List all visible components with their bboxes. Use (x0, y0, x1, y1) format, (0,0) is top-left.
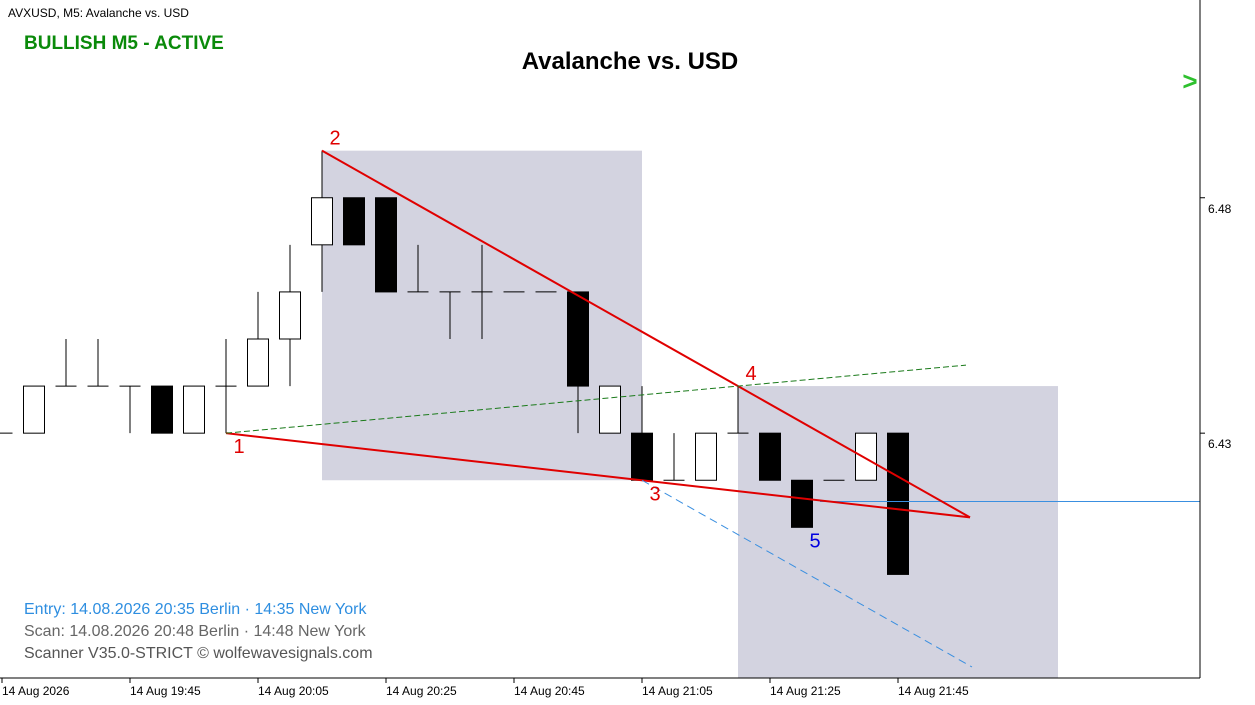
x-tick-label: 14 Aug 21:45 (898, 684, 969, 698)
x-tick-label: 14 Aug 21:25 (770, 684, 841, 698)
candle-body (279, 291, 301, 340)
candle-body (375, 197, 397, 293)
scanner-info: Scanner V35.0-STRICT © wolfewavesignals.… (24, 645, 373, 662)
status-label: BULLISH M5 - ACTIVE (24, 33, 224, 54)
y-tick-label: 6.48 (1208, 202, 1232, 216)
symbol-header: AVXUSD, M5: Avalanche vs. USD (8, 6, 189, 20)
wolfe-point-label: 2 (329, 128, 340, 150)
x-tick-label: 14 Aug 20:05 (258, 684, 329, 698)
candle-body (311, 197, 333, 246)
candle-body (791, 479, 813, 528)
wolfe-line-1-4 (225, 364, 967, 434)
candle-body (887, 432, 909, 575)
candle-body (151, 385, 173, 434)
signal-arrow: > (1182, 66, 1197, 96)
candle-body (759, 432, 781, 481)
candle-body (567, 291, 589, 387)
chart-title: Avalanche vs. USD (522, 48, 739, 75)
x-tick-label: 14 Aug 19:45 (130, 684, 201, 698)
y-tick-label: 6.43 (1208, 437, 1232, 451)
candle-body (247, 338, 269, 387)
candle-body (599, 385, 621, 434)
x-tick-label: 14 Aug 20:45 (514, 684, 585, 698)
x-tick-label: 14 Aug 2026 (2, 684, 70, 698)
wolfe-target-line (641, 479, 973, 668)
wolfe-point-label: 1 (233, 436, 244, 458)
candle-body (183, 385, 205, 434)
candle-body (855, 432, 877, 481)
wolfe-point-label: 5 (809, 530, 820, 552)
candle-body (695, 432, 717, 481)
candle-body (23, 385, 45, 434)
entry-info: Entry: 14.08.2026 20:35 Berlin · 14:35 N… (24, 601, 367, 618)
wolfe-point-label: 4 (745, 363, 756, 385)
candle-body (631, 432, 653, 481)
wolfe-line-1-3 (225, 432, 971, 519)
wolfe-point-label: 3 (649, 483, 660, 505)
x-tick-label: 14 Aug 21:05 (642, 684, 713, 698)
scan-info: Scan: 14.08.2026 20:48 Berlin · 14:48 Ne… (24, 623, 367, 640)
wolfe-line-2-4 (321, 149, 971, 519)
x-tick-label: 14 Aug 20:25 (386, 684, 457, 698)
candle-body (343, 197, 365, 246)
plot-layer: 1 2 3 4 5 (0, 128, 1200, 668)
